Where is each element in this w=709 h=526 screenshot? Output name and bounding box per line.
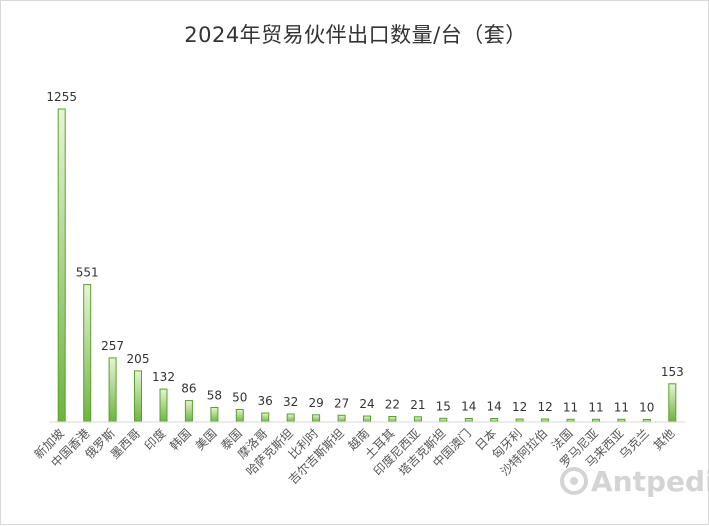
bar-5 xyxy=(159,388,168,423)
value-label-2: 551 xyxy=(76,266,99,280)
value-label-9: 36 xyxy=(258,394,273,408)
watermark: Antpedia xyxy=(560,465,709,498)
chart-title: 2024年贸易伙伴出口数量/台（套） xyxy=(184,23,527,47)
bar-16 xyxy=(439,417,448,423)
category-label-6: 韩国 xyxy=(166,426,194,454)
value-label-18: 14 xyxy=(487,400,502,414)
value-label-13: 24 xyxy=(359,397,374,411)
value-label-7: 58 xyxy=(207,389,222,403)
value-label-23: 11 xyxy=(614,400,629,414)
value-label-19: 12 xyxy=(512,400,527,414)
value-label-12: 27 xyxy=(334,396,349,410)
value-label-16: 15 xyxy=(436,399,451,413)
value-label-17: 14 xyxy=(461,400,476,414)
value-label-3: 257 xyxy=(101,339,124,353)
category-label-7: 美国 xyxy=(193,426,220,453)
bar-11 xyxy=(312,414,321,423)
bar-4 xyxy=(134,370,142,423)
bar-7 xyxy=(210,407,219,423)
value-label-11: 29 xyxy=(308,396,323,410)
value-label-20: 12 xyxy=(537,400,552,414)
bar-6 xyxy=(184,400,193,423)
bar-25 xyxy=(668,383,677,423)
category-label-5: 印度 xyxy=(141,426,169,454)
bar-17 xyxy=(464,418,473,423)
bar-3 xyxy=(108,357,117,423)
antpedia-logo-icon xyxy=(560,467,588,495)
value-label-5: 132 xyxy=(152,370,175,384)
value-label-25: 153 xyxy=(661,365,684,379)
bar-10 xyxy=(286,413,295,423)
bar-18 xyxy=(490,418,499,423)
bar-8 xyxy=(235,409,244,423)
bar-2 xyxy=(83,284,92,423)
value-label-6: 86 xyxy=(181,382,196,396)
value-label-24: 10 xyxy=(639,401,654,415)
value-label-21: 11 xyxy=(563,400,578,414)
bar-14 xyxy=(388,416,397,423)
category-labels-layer: 新加坡中国香港俄罗斯墨西哥印度韩国美国泰国摩洛哥哈萨克斯坦比利时吉尔吉斯斯坦越南… xyxy=(31,426,678,488)
value-label-1: 1255 xyxy=(46,90,77,104)
bar-15 xyxy=(413,416,422,423)
bar-12 xyxy=(337,414,346,423)
bar-9 xyxy=(261,412,270,423)
category-label-25: 其他 xyxy=(651,426,678,453)
value-label-8: 50 xyxy=(232,391,247,405)
watermark-text: Antpedia xyxy=(591,465,709,498)
value-label-22: 11 xyxy=(588,400,603,414)
bar-1 xyxy=(57,108,66,423)
value-label-4: 205 xyxy=(127,352,150,366)
bars-layer xyxy=(57,108,677,423)
value-label-14: 22 xyxy=(385,398,400,412)
value-label-10: 32 xyxy=(283,395,298,409)
value-label-15: 21 xyxy=(410,398,425,412)
bar-13 xyxy=(363,415,371,423)
